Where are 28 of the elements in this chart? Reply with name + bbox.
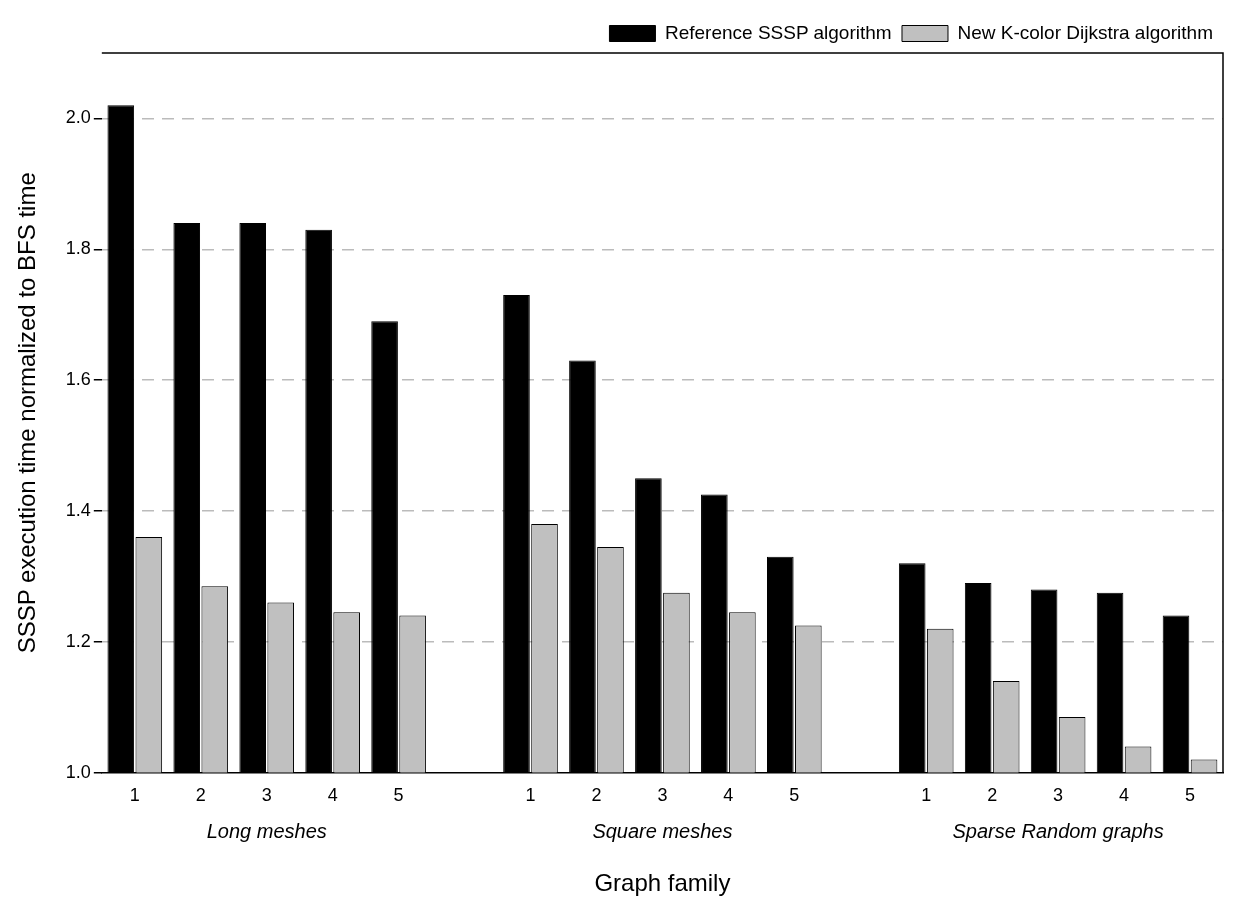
legend-label: Reference SSSP algorithm bbox=[664, 21, 892, 43]
x-tick-label: 3 bbox=[657, 785, 668, 806]
y-tick-label: 1.2 bbox=[65, 630, 91, 651]
legend-label: New K-color Dijkstra algorithm bbox=[957, 21, 1214, 43]
y-tick-label: 1.0 bbox=[65, 761, 91, 782]
x-tick-label: 2 bbox=[591, 785, 602, 806]
x-tick-label: 5 bbox=[1185, 785, 1196, 806]
text: Long meshes bbox=[206, 820, 327, 843]
x-tick-label: 4 bbox=[327, 785, 338, 806]
x-tick-label: 5 bbox=[789, 785, 800, 806]
y-tick-label: 1.4 bbox=[65, 499, 91, 520]
x-tick-label: 4 bbox=[1119, 785, 1130, 806]
x-tick-label: 5 bbox=[393, 785, 404, 806]
text: Square meshes bbox=[592, 820, 733, 843]
y-tick-label: 1.6 bbox=[65, 369, 91, 390]
y-tick-label: 1.8 bbox=[65, 238, 91, 259]
x-tick-label: 4 bbox=[723, 785, 734, 806]
x-tick-label: 3 bbox=[1053, 785, 1064, 806]
text: Sparse Random graphs bbox=[952, 820, 1164, 843]
x-tick-label: 3 bbox=[261, 785, 272, 806]
x-tick-label: 1 bbox=[525, 785, 536, 806]
x-tick-label: 2 bbox=[195, 785, 206, 806]
x-tick-label: 2 bbox=[987, 785, 998, 806]
x-tick-label: 1 bbox=[129, 785, 140, 806]
x-axis-title: Graph family bbox=[594, 869, 731, 897]
y-axis-title: SSSP execution time normalized to BFS time bbox=[13, 172, 41, 654]
y-tick-label: 2.0 bbox=[65, 107, 91, 128]
x-tick-label: 1 bbox=[921, 785, 932, 806]
